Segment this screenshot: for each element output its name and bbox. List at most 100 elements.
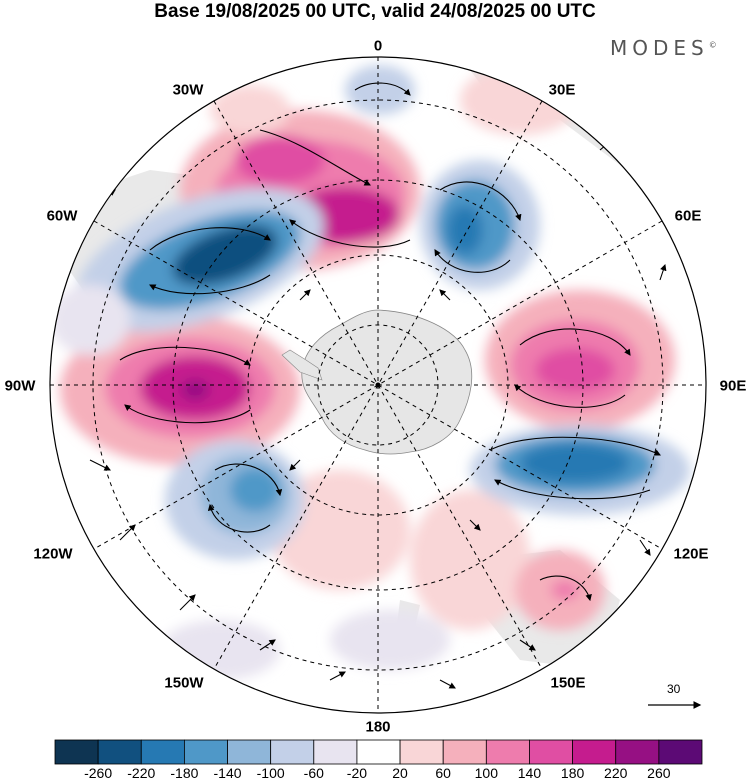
colorbar-tick-label: 100 (474, 765, 499, 781)
neg-lobe-sw (160, 620, 280, 680)
lon-label-0: 0 (373, 37, 383, 55)
brand-mark: © (708, 40, 717, 50)
wind-arrow (214, 463, 283, 497)
lon-label-120w: 120W (33, 545, 73, 563)
colorbar-swatch (658, 739, 703, 765)
lat-circle-1 (317, 324, 439, 446)
neg-lobe-west (50, 285, 130, 355)
colorbar-swatch (54, 739, 99, 765)
pos-lobe-north (460, 65, 580, 135)
neg-lobe-south (330, 610, 450, 670)
neg-lobe-europe-core (447, 205, 483, 255)
antarctica (301, 309, 473, 455)
antarctic-peninsula (281, 349, 323, 381)
colorbar-swatch (356, 739, 401, 765)
colorbar-swatch (183, 739, 228, 765)
anomaly-field (50, 65, 690, 680)
wind-arrow (289, 459, 301, 471)
wind-arrow (519, 328, 631, 356)
neg-lobe-pacific-core (230, 468, 280, 512)
wind-arrow (639, 539, 651, 556)
lon-label-90w: 90W (4, 377, 36, 395)
wind-arrow (299, 289, 311, 301)
colorbar-tick-label: -140 (213, 765, 242, 781)
brand-name: MODES (610, 36, 709, 60)
map-border (49, 56, 707, 714)
pos-lobe-aus-core (551, 580, 579, 600)
colorbar-tick-label: 60 (435, 765, 451, 781)
colorbar-swatch (442, 739, 487, 765)
pos-lobe-westhem-eye (181, 380, 209, 400)
map-title: Base 19/08/2025 00 UTC, valid 24/08/2025… (154, 1, 596, 22)
lon-label-180: 180 (365, 718, 391, 736)
colorbar-tick-label: -180 (170, 765, 199, 781)
colorbar-tick-label: 220 (604, 765, 628, 781)
wind-arrow (539, 575, 592, 602)
vector-scale-label: 30 (667, 682, 681, 696)
lon-label-120e: 120E (673, 545, 709, 563)
meridian-60w-120e (93, 220, 663, 550)
colorbar-tick-label: -220 (127, 765, 156, 781)
wind-arrow (434, 249, 511, 273)
lon-label-60w: 60W (46, 207, 78, 225)
colorbar-swatch (485, 739, 530, 765)
map-contents (50, 57, 706, 713)
wind-arrow (439, 679, 456, 689)
colorbar-swatch (572, 739, 617, 765)
modes-logo: MODES© (610, 36, 717, 60)
wind-arrow (514, 384, 626, 408)
pos-lobe-pacific-b (410, 490, 530, 630)
wind-arrow (494, 479, 651, 500)
meridian-30w-150e (213, 100, 543, 670)
colorbar-tick-label: 260 (647, 765, 671, 781)
lon-label-90e: 90E (719, 377, 747, 395)
wind-arrow (179, 594, 196, 611)
colorbar-swatch (270, 739, 315, 765)
colorbar-tick-label: -60 (303, 765, 324, 781)
pos-lobe-atlantic-core2 (235, 135, 325, 185)
colorbar-tick-label: 140 (517, 765, 542, 781)
colorbar-swatch (97, 739, 142, 765)
lon-label-60e: 60E (674, 207, 702, 225)
pos-lobe-ne (210, 85, 290, 135)
wind-arrow (124, 404, 251, 424)
wind-arrow (259, 639, 276, 651)
south-pole-point (375, 382, 381, 388)
neg-lobe-southindian-core (520, 443, 630, 483)
neg-lobe-north (345, 65, 415, 115)
lon-label-150e: 150E (550, 674, 586, 692)
lon-label-30e: 30E (548, 81, 576, 99)
wind-arrow (519, 639, 536, 651)
lon-label-30w: 30W (172, 81, 204, 99)
pos-lobe-indian-core (535, 348, 615, 392)
colorbar-tick-label: -20 (346, 765, 368, 781)
wind-arrow (149, 227, 271, 251)
colorbar-tick-label: -260 (84, 765, 113, 781)
wind-arrow (119, 346, 251, 366)
colorbar-swatch (529, 739, 574, 765)
colorbar-swatch (140, 739, 185, 765)
wind-arrow (89, 459, 111, 471)
colorbar-swatch (399, 739, 444, 765)
wind-arrow (469, 519, 481, 531)
meridian-30e-150w (213, 100, 543, 670)
lon-label-150w: 150W (164, 674, 204, 692)
meridian-60e-120w (93, 220, 663, 550)
wind-arrow (329, 671, 346, 681)
colorbar-swatch (313, 739, 358, 765)
wind-arrow (439, 289, 451, 301)
lat-circle-4 (92, 99, 664, 671)
wind-arrow (354, 82, 411, 96)
wind-arrow (149, 274, 271, 295)
wind-arrow (207, 503, 271, 533)
colorbar-swatch (227, 739, 272, 765)
wind-arrow (119, 524, 136, 541)
wind-arrow (259, 129, 371, 186)
neg-lobe-greenland-core (172, 224, 278, 286)
colorbar-tick-label: 180 (560, 765, 585, 781)
colorbar-tick-label: -100 (256, 765, 285, 781)
colorbar-tick-label: 20 (392, 765, 408, 781)
graticule (50, 57, 706, 713)
wind-arrow (489, 436, 661, 456)
